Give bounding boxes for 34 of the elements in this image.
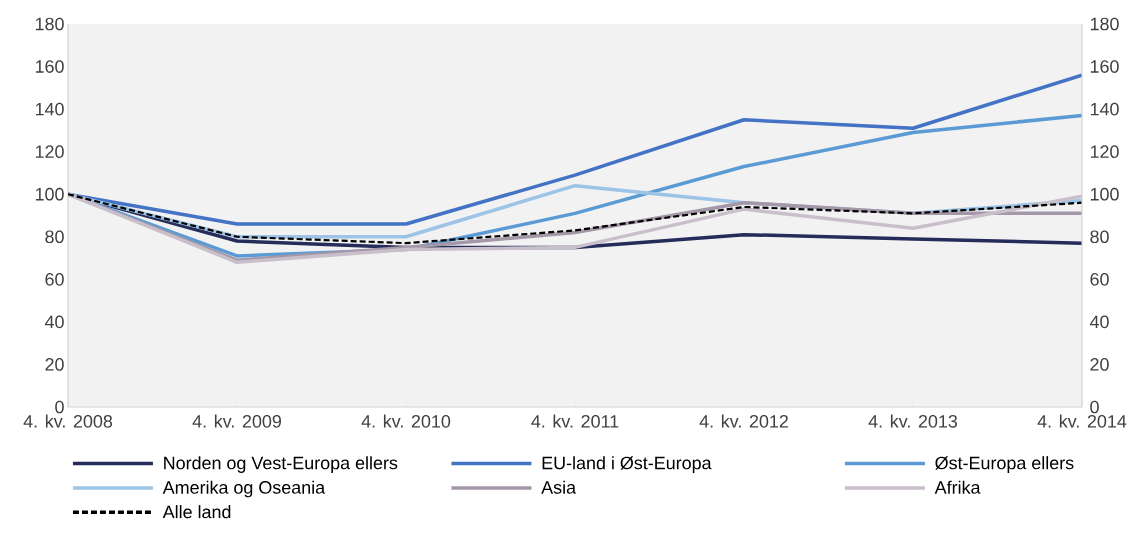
- y-tick-label: 20: [1090, 358, 1109, 371]
- y-tick-label: 140: [1090, 102, 1119, 116]
- y2-tick-label: 180: [35, 17, 64, 31]
- y2-tick-label: 140: [35, 102, 64, 116]
- y2-tick-label: 120: [35, 145, 64, 158]
- legend-label: EU-land i Øst-Europa: [542, 456, 712, 473]
- y-tick-label: 40: [1089, 315, 1109, 329]
- legend-label: Øst-Europa ellers: [935, 456, 1074, 473]
- y-tick-label: 0: [1090, 400, 1099, 414]
- x-tick-label: 4. kv. 2014: [1037, 414, 1127, 428]
- y2-tick-label: 160: [35, 60, 64, 73]
- y2-tick-label: 60: [45, 272, 64, 286]
- y2-tick-label: 0: [55, 400, 64, 414]
- y-tick-label: 100: [1090, 187, 1119, 201]
- y2-tick-label: 20: [45, 358, 64, 371]
- legend-label: Norden og Vest-Europa ellers: [164, 456, 398, 473]
- x-tick-label: 4. kv. 2013: [868, 414, 958, 428]
- x-tick-label: 4. kv. 2008: [23, 414, 113, 428]
- y-tick-label: 60: [1090, 272, 1109, 286]
- x-tick-label: 4. kv. 2009: [192, 414, 281, 428]
- legend-label: Amerika og Oseania: [162, 480, 326, 498]
- y-tick-label: 180: [1090, 17, 1119, 31]
- x-tick-label: 4. kv. 2011: [531, 414, 619, 428]
- x-tick-label: 4. kv. 2010: [361, 414, 451, 428]
- y2-tick-label: 80: [45, 230, 64, 244]
- x-tick-label: 4. kv. 2012: [699, 414, 788, 428]
- y-tick-label: 160: [1090, 60, 1119, 73]
- legend-label: Asia: [541, 480, 577, 494]
- legend-label: Afrika: [934, 480, 981, 494]
- y-tick-label: 80: [1090, 230, 1109, 244]
- legend-label: Alle land: [162, 505, 231, 519]
- y-tick-label: 120: [1090, 145, 1119, 158]
- y2-tick-label: 100: [35, 187, 64, 201]
- y2-tick-label: 40: [44, 315, 64, 329]
